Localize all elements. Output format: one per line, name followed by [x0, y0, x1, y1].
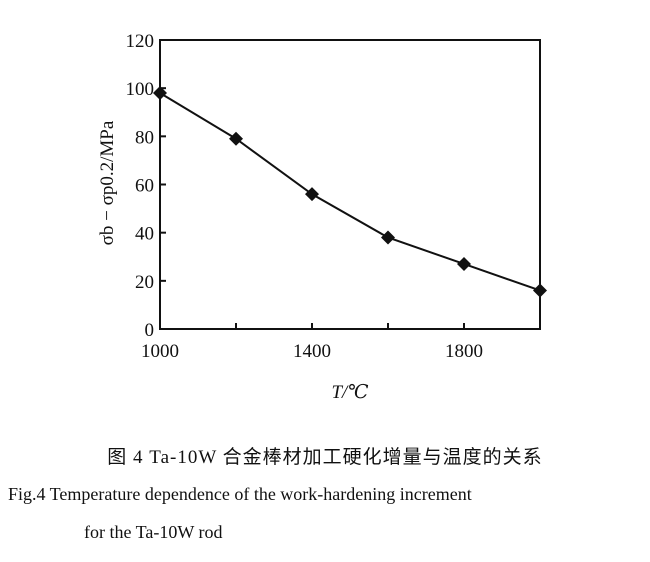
- x-tick-label: 1400: [293, 341, 331, 362]
- y-axis-title-text: σb − σp0.2/MPa: [97, 120, 118, 245]
- caption-english-line2: for the Ta-10W rod: [84, 522, 223, 542]
- data-point: [381, 230, 395, 245]
- x-axis-title: T/℃: [331, 382, 368, 403]
- series-line: [159, 92, 541, 292]
- data-point: [153, 85, 167, 100]
- data-point: [533, 283, 547, 298]
- x-tick-label: 1800: [445, 341, 483, 362]
- y-tick-label: 40: [135, 224, 154, 245]
- data-point: [229, 131, 243, 146]
- y-tick-label: 0: [145, 320, 155, 341]
- tick-labels: 0 20 40 60 80 100 120 1000 1400 1800: [126, 31, 484, 362]
- axis-ticks: [159, 39, 541, 330]
- y-tick-label: 120: [126, 31, 155, 52]
- chart: 0 20 40 60 80 100 120 1000 1400 1800 T/℃ σb − σp0…: [97, 31, 547, 403]
- data-markers: [153, 85, 547, 298]
- caption-english-line1: Fig.4 Temperature dependence of the work…: [8, 484, 472, 504]
- x-tick-label: 1000: [141, 341, 179, 362]
- data-point: [457, 256, 471, 271]
- y-tick-label: 100: [126, 79, 155, 100]
- y-axis-title: σb − σp0.2/MPa: [97, 120, 118, 245]
- plot-frame: [159, 39, 541, 330]
- y-tick-label: 60: [135, 176, 154, 197]
- y-tick-label: 80: [135, 127, 154, 148]
- x-axis-title-text: T/℃: [331, 382, 368, 403]
- y-tick-label: 20: [135, 272, 154, 293]
- data-point: [305, 187, 319, 202]
- caption-chinese: 图 4 Ta-10W 合金棒材加工硬化增量与温度的关系: [107, 447, 543, 468]
